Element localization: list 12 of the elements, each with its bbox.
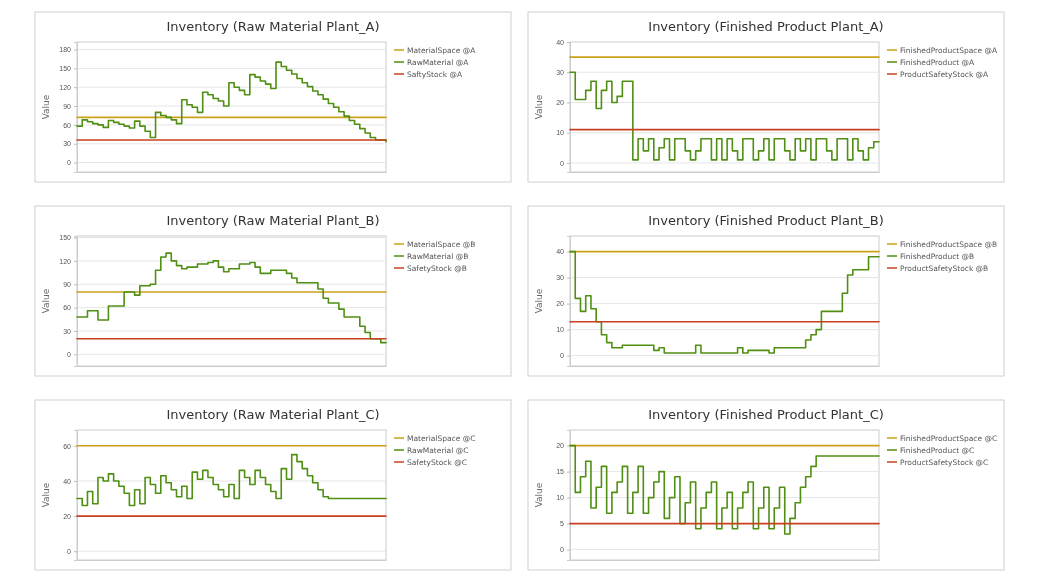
chart-title: Inventory (Finished Product Plant_C) (648, 407, 884, 422)
y-axis-title: Value (41, 288, 51, 314)
y-axis-title: Value (534, 94, 544, 120)
y-axis-title: Value (41, 94, 51, 120)
chart-title: Inventory (Finished Product Plant_B) (648, 213, 884, 228)
chart-title: Inventory (Finished Product Plant_A) (648, 19, 884, 34)
chart-title: Inventory (Raw Material Plant_A) (166, 19, 380, 34)
y-axis-title: Value (534, 288, 544, 314)
chart-title: Inventory (Raw Material Plant_B) (166, 213, 380, 228)
chart-title: Inventory (Raw Material Plant_C) (166, 407, 380, 422)
y-axis-title: Value (534, 482, 544, 508)
y-axis-title: Value (41, 482, 51, 508)
